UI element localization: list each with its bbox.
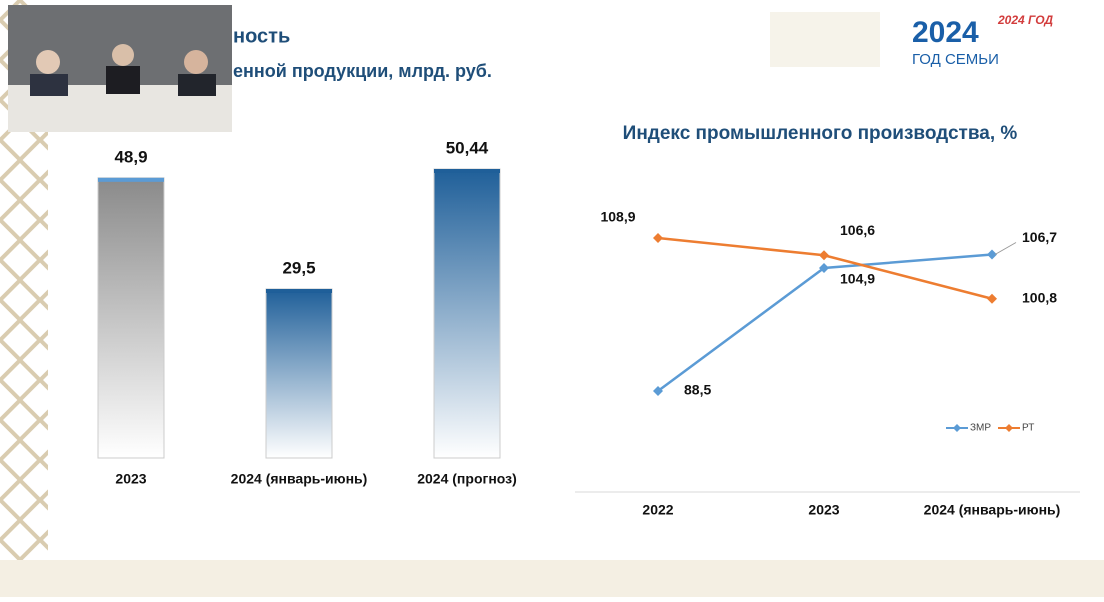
bar: [433, 168, 501, 459]
person: [178, 74, 216, 96]
legend-label: ЗМР: [970, 423, 991, 434]
marker: [819, 250, 829, 261]
bar-cap: [266, 288, 332, 293]
x-tick-label: 2023: [115, 471, 146, 487]
bar-cap: [434, 169, 500, 173]
skyline-decor: [0, 560, 1104, 597]
marker: [653, 386, 663, 396]
x-tick-label: 2024 (январь-июнь): [231, 471, 368, 487]
person: [36, 50, 60, 74]
legend-marker: [1005, 424, 1013, 432]
person: [106, 66, 140, 94]
data-label: 50,44: [446, 138, 489, 157]
data-label: 88,5: [684, 382, 711, 398]
header-subtitle: енной продукции, млрд. руб.: [233, 61, 492, 81]
data-label: 100,8: [1022, 289, 1057, 305]
bar-cap: [98, 177, 164, 182]
logo: [770, 12, 880, 67]
marker: [653, 233, 663, 243]
legend-label: РТ: [1022, 423, 1034, 434]
marker: [987, 249, 997, 260]
bar: [265, 288, 333, 459]
line: [657, 253, 993, 393]
data-label: 48,9: [114, 147, 147, 166]
data-label: 104,9: [840, 271, 875, 287]
x-tick-label: 2023: [808, 502, 839, 518]
data-label: 108,9: [600, 209, 635, 225]
x-tick-label: 2024 (январь-июнь): [924, 502, 1061, 518]
x-tick-label: 2024 (прогноз): [417, 471, 517, 487]
marker: [987, 293, 997, 304]
person: [112, 44, 134, 66]
marker: [819, 263, 829, 273]
line-chart-title: Индекс промышленного производства, %: [622, 123, 1018, 144]
bar: [97, 177, 165, 459]
header-title: ность: [233, 25, 290, 47]
logo-year: 2024: [912, 16, 979, 49]
person: [184, 50, 208, 74]
data-label: 106,6: [840, 222, 875, 238]
leader-line: [994, 242, 1017, 255]
logo-family: ГОД СЕМЬИ: [912, 51, 999, 68]
x-tick-label: 2022: [642, 502, 673, 518]
person: [30, 74, 68, 96]
legend-marker: [953, 424, 961, 432]
data-label: 29,5: [282, 258, 315, 277]
data-label: 106,7: [1022, 229, 1057, 245]
logo-right: 2024 ГОД: [997, 13, 1053, 27]
